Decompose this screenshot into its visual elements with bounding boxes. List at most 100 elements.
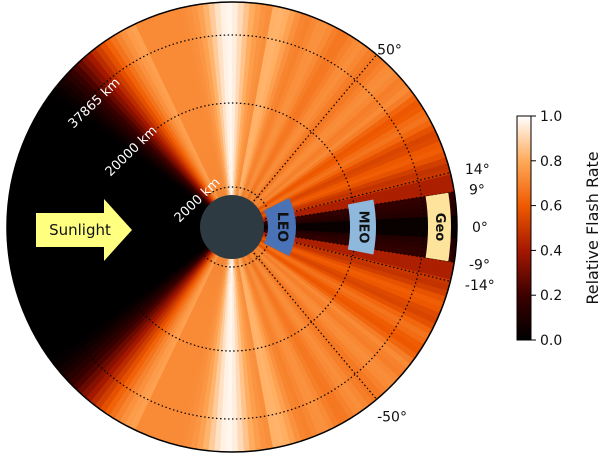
outer-boundary xyxy=(6,1,458,453)
heatmap-wedge xyxy=(196,227,232,452)
heatmap-wedge xyxy=(7,185,232,227)
heatmap-wedge xyxy=(7,197,232,227)
heatmap-wedge xyxy=(22,227,232,327)
heatmap-wedge xyxy=(232,7,303,228)
colorbar-tick-label: 0.6 xyxy=(540,199,562,215)
heatmap-wedge xyxy=(27,117,233,227)
heatmap-wedge xyxy=(232,227,358,423)
heatmap-wedge xyxy=(111,28,232,228)
heatmap-wedge xyxy=(97,227,233,417)
heatmap-wedge xyxy=(78,52,232,228)
angle-tick-label: -14° xyxy=(465,278,495,294)
heatmap-wedge xyxy=(57,73,232,228)
heatmap-wedge xyxy=(232,52,386,227)
heatmap-wedge xyxy=(106,31,232,227)
heatmap-wedge xyxy=(232,2,244,227)
heatmap-wedge xyxy=(214,227,232,452)
heatmap-wedge xyxy=(232,227,425,357)
heatmap-wedges xyxy=(7,2,457,452)
orbit-label-meo: MEO xyxy=(356,211,371,244)
heatmap-wedge xyxy=(232,2,286,227)
orbit-regions: LEO MEO Geo xyxy=(264,192,451,262)
heatmap-wedge xyxy=(122,227,232,432)
heatmap-wedge xyxy=(61,227,232,386)
orbit-region-geo xyxy=(425,192,451,262)
heatmap-wedge xyxy=(190,227,232,452)
heatmap-wedge xyxy=(232,227,407,381)
heatmap-wedge xyxy=(82,49,233,227)
heatmap-wedge xyxy=(232,31,357,228)
heatmap-wedge xyxy=(87,227,232,410)
heatmap-wedge xyxy=(232,68,403,227)
heatmap-wedge xyxy=(232,2,256,227)
colorbar-tick-label: 1.0 xyxy=(540,109,562,125)
heatmap-wedge xyxy=(232,227,377,409)
heatmap-wedge xyxy=(232,227,343,432)
heatmap-wedge xyxy=(155,227,232,446)
heatmap-wedge xyxy=(132,17,232,227)
heatmap-wedge xyxy=(46,227,232,368)
heatmap-wedge xyxy=(161,227,232,447)
heatmap-wedge xyxy=(232,34,362,228)
sunlight-arrow: Sunlight xyxy=(36,199,132,261)
heatmap-wedge xyxy=(15,144,232,227)
heatmap-wedge xyxy=(30,227,232,343)
heatmap-wedge xyxy=(121,22,232,228)
heatmap-wedge xyxy=(24,123,232,227)
colorbar: 0.0 0.2 0.4 0.6 0.8 1.0 Relative Flash Rate xyxy=(516,109,602,349)
heatmap-wedge xyxy=(232,25,347,228)
heatmap-wedge xyxy=(20,227,233,322)
heatmap-wedge xyxy=(65,65,232,227)
heatmap-wedge xyxy=(226,227,233,452)
heatmap-wedge xyxy=(232,227,434,342)
heatmap-wedge xyxy=(25,227,233,332)
heatmap-wedge xyxy=(232,96,425,227)
angle-tick-label: 14° xyxy=(465,162,490,178)
angle-tick-label: 50° xyxy=(377,42,402,58)
heatmap-wedge xyxy=(149,227,232,444)
heatmap-wedge xyxy=(232,73,407,227)
sunlight-arrow-shape xyxy=(36,199,132,261)
heatmap-wedge xyxy=(102,227,232,420)
heatmap-wedge xyxy=(184,227,232,452)
heatmap-wedge xyxy=(17,139,232,227)
heatmap-wedge xyxy=(232,227,411,376)
heatmap-wedge xyxy=(166,227,232,449)
heatmap-wedge xyxy=(232,60,394,228)
heatmap-wedge xyxy=(208,227,232,452)
heatmap-wedge xyxy=(232,37,367,228)
heatmap-wedge xyxy=(232,227,353,426)
angle-tick-label: 9° xyxy=(469,183,485,199)
heatmap-wedge xyxy=(92,227,232,413)
orbit-region-meo xyxy=(347,199,376,255)
heatmap-wedge xyxy=(232,227,363,420)
heatmap-wedge xyxy=(232,82,414,227)
heatmap-wedge xyxy=(232,5,298,227)
angle-tick-label: 0° xyxy=(472,220,488,236)
heatmap-wedge xyxy=(69,60,233,227)
heatmap-wedge xyxy=(49,82,232,227)
heatmap-wedge xyxy=(128,227,232,435)
heatmap-wedge xyxy=(232,227,403,385)
angle-tick-label: -50° xyxy=(377,410,407,426)
heatmap-wedge xyxy=(127,20,232,228)
heatmap-wedge xyxy=(70,227,232,394)
heatmap-wedge xyxy=(232,22,342,228)
heatmap-wedge xyxy=(178,227,232,452)
heatmap-wedge xyxy=(232,64,399,228)
heatmap-wedge xyxy=(7,191,232,227)
heatmap-wedge xyxy=(232,227,368,416)
heatmap-wedge xyxy=(112,227,232,426)
heatmap-wedge xyxy=(220,227,232,452)
heatmap-wedge xyxy=(83,227,232,406)
heatmap-wedge xyxy=(50,227,232,372)
heatmap-wedge xyxy=(10,161,232,227)
heatmap-wedge xyxy=(232,28,352,228)
heatmap-wedge xyxy=(232,227,399,389)
angle-tick-label: -9° xyxy=(469,258,490,274)
orbit-label-geo: Geo xyxy=(432,213,447,241)
heatmap-wedge xyxy=(74,227,233,398)
heatmap-wedge xyxy=(232,10,315,227)
range-ring xyxy=(39,34,425,420)
heatmap-wedge xyxy=(232,4,292,227)
